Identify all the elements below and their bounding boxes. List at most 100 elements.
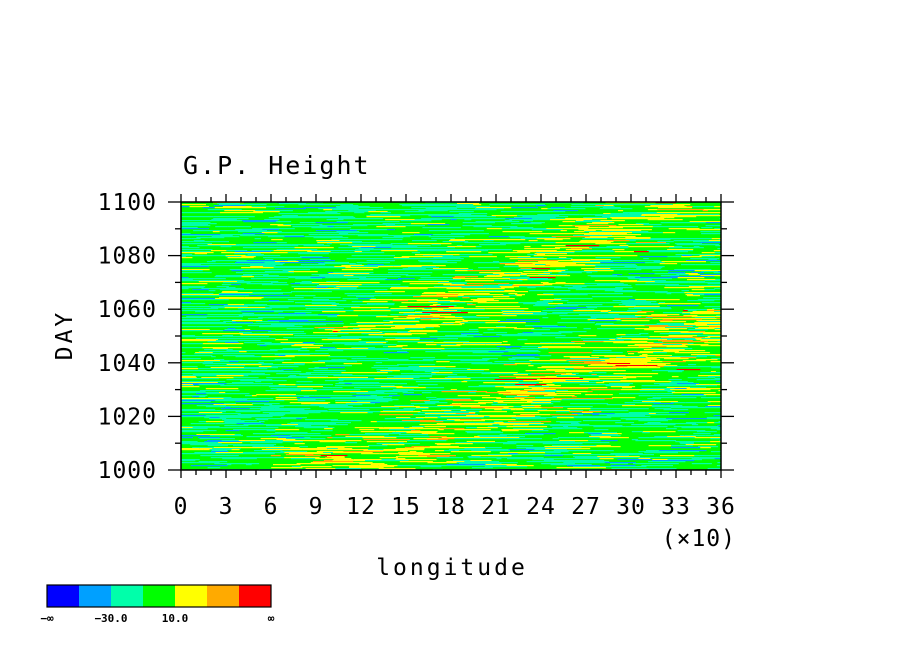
heatmap-cell: [240, 441, 284, 443]
heatmap-cell: [622, 387, 632, 389]
heatmap-cell: [181, 299, 225, 301]
heatmap-cell: [271, 366, 283, 368]
heatmap-cell: [433, 342, 463, 344]
heatmap-cell: [470, 460, 492, 462]
heatmap-cell: [595, 205, 604, 207]
heatmap-cell: [557, 304, 603, 306]
heatmap-cell: [338, 247, 361, 249]
heatmap-cell: [218, 442, 243, 444]
heatmap-cell: [286, 438, 326, 440]
heatmap-cell: [219, 297, 245, 299]
heatmap-cell: [305, 308, 344, 310]
heatmap-cell: [371, 309, 416, 311]
heatmap-cell: [240, 235, 285, 237]
heatmap-cell: [612, 274, 623, 276]
heatmap-cell: [319, 216, 354, 218]
heatmap-cell: [520, 399, 562, 401]
heatmap-cell: [181, 302, 191, 304]
heatmap-cell: [382, 346, 388, 348]
heatmap-cell: [491, 462, 518, 464]
heatmap-cell: [219, 230, 237, 232]
heatmap-cell: [662, 361, 686, 363]
heatmap-cell: [305, 286, 315, 288]
heatmap-cell: [278, 213, 317, 215]
heatmap-cell: [530, 204, 545, 206]
heatmap-cell: [529, 360, 567, 362]
heatmap-cell: [470, 299, 494, 301]
heatmap-cell: [378, 465, 398, 467]
heatmap-cell: [347, 279, 386, 281]
heatmap-cell: [710, 441, 721, 443]
heatmap-cell: [343, 332, 383, 334]
heatmap-cell: [181, 223, 217, 225]
heatmap-cell: [493, 296, 501, 298]
heatmap-cell: [309, 306, 343, 308]
heatmap-cell: [380, 370, 400, 372]
heatmap-cell: [327, 404, 363, 406]
heatmap-cell: [619, 393, 628, 395]
heatmap-cell: [313, 252, 331, 254]
heatmap-cell: [202, 347, 242, 349]
heatmap-cell: [325, 211, 369, 213]
heatmap-cell: [344, 293, 374, 295]
heatmap-cell: [650, 205, 685, 207]
heatmap-cell: [181, 413, 212, 415]
heatmap-cell: [705, 225, 721, 227]
heatmap-cell: [662, 344, 672, 346]
heatmap-cell: [648, 251, 679, 253]
heatmap-cell: [625, 305, 636, 307]
heatmap-cell: [675, 328, 688, 330]
heatmap-cell: [392, 432, 407, 434]
heatmap-cell: [220, 453, 237, 455]
heatmap-cell: [397, 383, 407, 385]
heatmap-cell: [661, 337, 705, 339]
heatmap-cell: [528, 240, 538, 242]
heatmap-cell: [249, 264, 272, 266]
heatmap-cell: [709, 302, 721, 304]
heatmap-cell: [398, 278, 415, 280]
heatmap-cell: [395, 338, 421, 340]
heatmap-cell: [206, 310, 232, 312]
heatmap-cell: [476, 315, 517, 317]
heatmap-cell: [569, 432, 584, 434]
heatmap-cell: [673, 341, 708, 343]
heatmap-cell: [181, 443, 189, 445]
heatmap-cell: [654, 281, 694, 283]
heatmap-cell: [617, 338, 649, 340]
heatmap-cell: [217, 203, 240, 205]
heatmap-cell: [524, 402, 552, 404]
heatmap-cell: [332, 209, 371, 211]
heatmap-cell: [543, 283, 585, 285]
heatmap-cell: [607, 363, 631, 365]
heatmap-cell: [516, 418, 547, 420]
heatmap-cell: [657, 365, 678, 367]
heatmap-cell: [231, 310, 262, 312]
heatmap-cell: [274, 311, 283, 313]
heatmap-cell: [207, 314, 250, 316]
heatmap-cell: [611, 218, 637, 220]
heatmap-cell: [252, 292, 292, 294]
heatmap-cell: [504, 220, 513, 222]
heatmap-cell: [709, 326, 721, 328]
heatmap-cell: [590, 408, 621, 410]
heatmap-cell: [348, 245, 394, 247]
heatmap-cell: [397, 341, 434, 343]
heatmap-cell: [291, 345, 323, 347]
heatmap-cell: [224, 336, 270, 338]
heatmap-cell: [395, 325, 439, 327]
heatmap-cell: [527, 401, 533, 403]
heatmap-cell: [351, 307, 389, 309]
heatmap-cell: [181, 462, 197, 464]
heatmap-cell: [601, 433, 622, 435]
heatmap-cell: [323, 440, 362, 442]
heatmap-cell: [381, 406, 420, 408]
heatmap-cell: [421, 392, 432, 394]
heatmap-cell: [529, 277, 556, 279]
heatmap-cell: [558, 272, 582, 274]
heatmap-cell: [661, 261, 706, 263]
heatmap-cell: [643, 349, 685, 351]
heatmap-cell: [683, 323, 691, 325]
heatmap-cell: [395, 417, 411, 419]
heatmap-cell: [181, 370, 218, 372]
heatmap-cell: [666, 428, 677, 430]
